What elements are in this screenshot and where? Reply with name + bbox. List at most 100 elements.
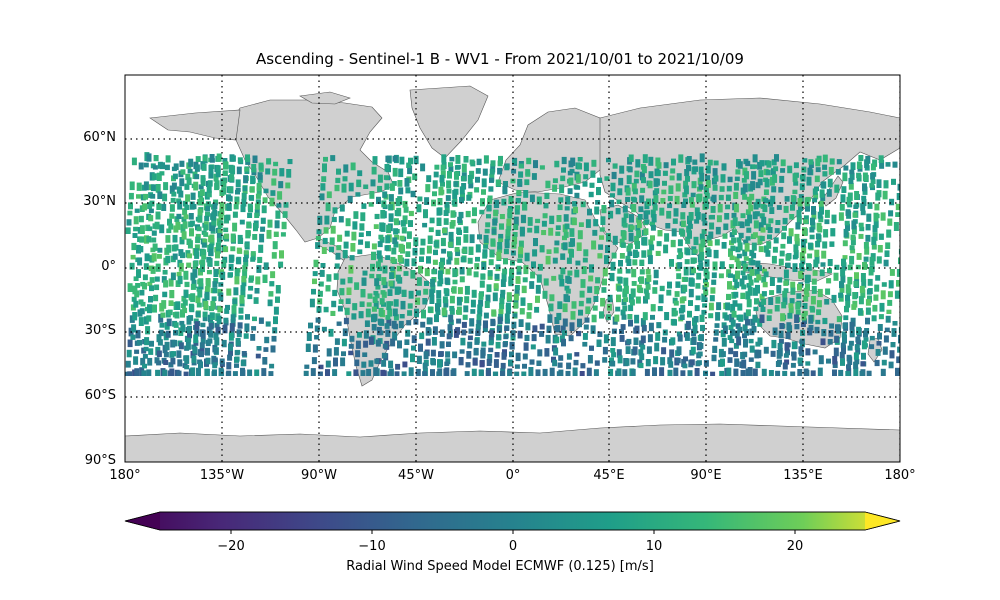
swath-cell — [470, 309, 476, 314]
swath-cell — [336, 321, 342, 326]
swath-cell — [353, 369, 359, 376]
swath-cell — [234, 196, 240, 202]
swath-cell — [624, 358, 630, 366]
swath-cell — [470, 299, 476, 308]
swath-cell — [169, 290, 175, 299]
swath-cell — [404, 258, 410, 267]
swath-cell — [743, 338, 748, 348]
swath-cell — [849, 245, 855, 251]
swath-cell — [561, 156, 567, 165]
swath-cell — [234, 357, 239, 363]
swath-cell — [333, 347, 339, 356]
swath-cell — [578, 309, 583, 316]
swath-cell — [388, 204, 394, 211]
swath-cell — [580, 279, 586, 288]
swath-cell — [484, 301, 490, 308]
swath-cell — [422, 371, 428, 376]
swath-cell — [195, 236, 201, 244]
swath-cell — [391, 247, 397, 255]
swath-cell — [867, 202, 873, 209]
swath-cell — [728, 248, 733, 257]
swath-cell — [556, 312, 562, 321]
swath-cell — [328, 328, 334, 337]
swath-cell — [799, 252, 805, 261]
swath-cell — [650, 304, 656, 312]
swath-cell — [758, 170, 764, 178]
swath-cell — [848, 177, 854, 184]
swath-cell — [375, 261, 381, 268]
swath-cell — [685, 176, 690, 182]
swath-cell — [849, 172, 855, 180]
swath-cell — [843, 315, 849, 321]
swath-cell — [156, 350, 162, 357]
swath-cell — [640, 344, 646, 350]
lon-label-45e: 45°E — [593, 468, 625, 483]
swath-cell — [432, 191, 437, 197]
swath-cell — [866, 370, 872, 376]
swath-cell — [221, 181, 227, 188]
swath-cell — [839, 204, 845, 211]
swath-cell — [339, 204, 345, 212]
swath-cell — [487, 197, 493, 204]
swath-cell — [147, 226, 153, 232]
swath-cell — [169, 368, 175, 376]
swath-cell — [753, 220, 759, 229]
swath-cell — [447, 329, 453, 338]
swath-cell — [755, 361, 761, 369]
swath-cell — [708, 313, 714, 319]
swath-cell — [237, 322, 243, 329]
swath-cell — [742, 263, 748, 272]
swath-cell — [591, 240, 597, 250]
swath-cell — [880, 290, 886, 300]
swath-cell — [737, 303, 743, 311]
swath-cell — [571, 301, 577, 309]
swath-cell — [839, 284, 845, 293]
swath-cell — [653, 195, 659, 203]
swath-cell — [816, 300, 822, 308]
swath-cell — [136, 182, 142, 191]
swath-cell — [184, 281, 190, 288]
swath-cell — [475, 256, 480, 262]
swath-cell — [523, 265, 529, 275]
swath-cell — [792, 189, 798, 195]
swath-cell — [779, 323, 785, 330]
swath-cell — [721, 322, 727, 328]
swath-cell — [807, 242, 813, 250]
swath-cell — [694, 207, 700, 217]
swath-cell — [272, 168, 278, 176]
swath-cell — [465, 362, 471, 368]
swath-cell — [139, 225, 145, 234]
swath-cell — [549, 367, 555, 376]
swath-cell — [151, 230, 157, 236]
colorbar-tick-label: −20 — [217, 539, 245, 554]
swath-cell — [156, 254, 162, 259]
swath-cell — [424, 197, 430, 205]
swath-cell — [539, 331, 545, 337]
swath-cell — [683, 185, 689, 195]
swath-cell — [687, 230, 692, 239]
swath-cell — [213, 173, 219, 182]
swath-cell — [740, 370, 746, 376]
swath-cell — [495, 264, 501, 270]
swath-cell — [705, 180, 711, 188]
swath-cell — [788, 303, 794, 308]
swath-cell — [379, 222, 385, 232]
swath-cell — [565, 295, 570, 303]
swath-cell — [392, 331, 398, 341]
swath-cell — [233, 287, 239, 296]
swath-cell — [667, 281, 672, 289]
swath-cell — [227, 354, 233, 361]
swath-cell — [885, 162, 891, 167]
swath-cell — [376, 250, 382, 259]
swath-cell — [760, 306, 766, 312]
swath-cell — [574, 192, 580, 199]
swath-cell — [593, 219, 599, 227]
swath-cell — [869, 183, 875, 188]
swath-cell — [797, 198, 803, 207]
swath-cell — [488, 259, 494, 266]
swath-cell — [203, 301, 209, 310]
swath-cell — [856, 174, 862, 182]
swath-cell — [646, 274, 652, 282]
swath-cell — [659, 207, 665, 216]
swath-cell — [310, 368, 316, 376]
